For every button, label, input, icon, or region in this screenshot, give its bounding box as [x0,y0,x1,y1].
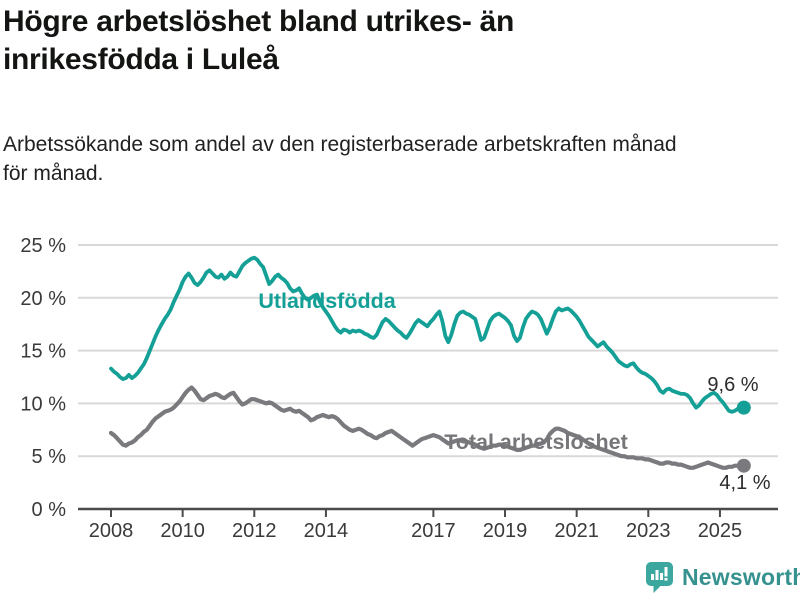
x-tick-label: 2010 [160,520,205,542]
utlandsfodda-line [109,255,746,414]
exclamation-bar [664,567,668,577]
y-tick-label: 20 % [20,288,66,310]
x-tick-label: 2017 [411,520,456,542]
x-tick-label: 2014 [304,520,349,542]
series-label: Total arbetslöshet [444,430,628,454]
newsworthy-logo: Newsworthy [644,561,800,594]
exclamation-dot [664,578,668,581]
bar-small [651,574,654,580]
y-tick-label: 10 % [20,393,66,415]
x-tick-label: 2008 [89,520,134,542]
chart-subtitle-line1: Arbetssökande som andel av den registerb… [3,133,677,156]
chart-title-line1: Högre arbetslöshet bland utrikes- än [3,5,514,38]
x-tick-label: 2019 [483,520,528,542]
x-tick-label: 2012 [232,520,277,542]
series-label: Utlandsfödda [258,289,396,313]
x-tick-label: 2021 [554,520,599,542]
y-tick-label: 5 % [32,446,67,468]
total-end-dot [736,458,751,473]
end-value-label-total: 4,1 % [719,472,770,494]
utlandsfodda-end-dot [736,400,751,415]
newsworthy-wordmark: Newsworthy [682,564,800,590]
speech-bubble-shape [646,562,673,593]
y-tick-label: 15 % [20,341,66,363]
y-tick-label: 25 % [20,235,66,257]
chart-subtitle: Arbetssökande som andel av den registerb… [3,130,677,188]
chart-subtitle-line2: för månad. [3,162,104,185]
y-tick-label: 0 % [32,499,67,521]
newsworthy-icon [646,562,673,593]
bar-tall [655,570,659,580]
chart-title: Högre arbetslöshet bland utrikes- än inr… [3,3,514,79]
x-tick-label: 2025 [698,520,743,542]
total-line [108,385,746,470]
end-value-label-utlandsfodda: 9,6 % [707,374,758,396]
chart-title-line2: inrikesfödda i Luleå [3,43,279,76]
bar-medium [660,573,663,580]
x-tick-label: 2023 [626,520,671,542]
